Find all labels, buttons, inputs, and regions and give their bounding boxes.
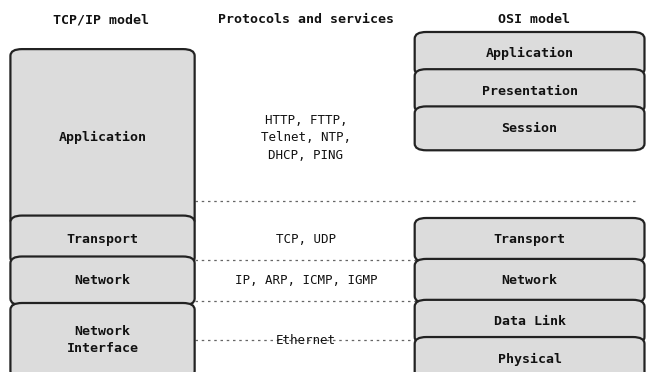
FancyBboxPatch shape bbox=[415, 69, 644, 113]
FancyBboxPatch shape bbox=[415, 259, 644, 303]
Text: OSI model: OSI model bbox=[498, 13, 570, 26]
Text: Ethernet: Ethernet bbox=[276, 334, 336, 347]
Text: Application: Application bbox=[59, 131, 146, 144]
FancyBboxPatch shape bbox=[10, 216, 195, 264]
FancyBboxPatch shape bbox=[415, 300, 644, 344]
Text: Data Link: Data Link bbox=[493, 315, 566, 328]
FancyBboxPatch shape bbox=[415, 32, 644, 76]
FancyBboxPatch shape bbox=[10, 257, 195, 305]
FancyBboxPatch shape bbox=[415, 218, 644, 262]
FancyBboxPatch shape bbox=[415, 106, 644, 150]
Text: Presentation: Presentation bbox=[482, 85, 577, 97]
Text: Physical: Physical bbox=[497, 352, 562, 366]
Text: Protocols and services: Protocols and services bbox=[218, 13, 394, 26]
Text: Session: Session bbox=[501, 122, 558, 135]
FancyBboxPatch shape bbox=[10, 303, 195, 372]
FancyBboxPatch shape bbox=[415, 337, 644, 372]
Text: Application: Application bbox=[486, 47, 574, 61]
FancyBboxPatch shape bbox=[10, 49, 195, 226]
Text: HTTP, FTTP,
Telnet, NTP,
DHCP, PING: HTTP, FTTP, Telnet, NTP, DHCP, PING bbox=[261, 113, 351, 162]
Text: Transport: Transport bbox=[66, 234, 139, 246]
Text: TCP/IP model: TCP/IP model bbox=[53, 13, 149, 26]
Text: Network: Network bbox=[501, 275, 558, 287]
Text: IP, ARP, ICMP, IGMP: IP, ARP, ICMP, IGMP bbox=[235, 275, 377, 287]
Text: Network
Interface: Network Interface bbox=[66, 326, 139, 355]
Text: Network: Network bbox=[74, 275, 131, 287]
Text: TCP, UDP: TCP, UDP bbox=[276, 234, 336, 246]
Text: Transport: Transport bbox=[493, 234, 566, 246]
